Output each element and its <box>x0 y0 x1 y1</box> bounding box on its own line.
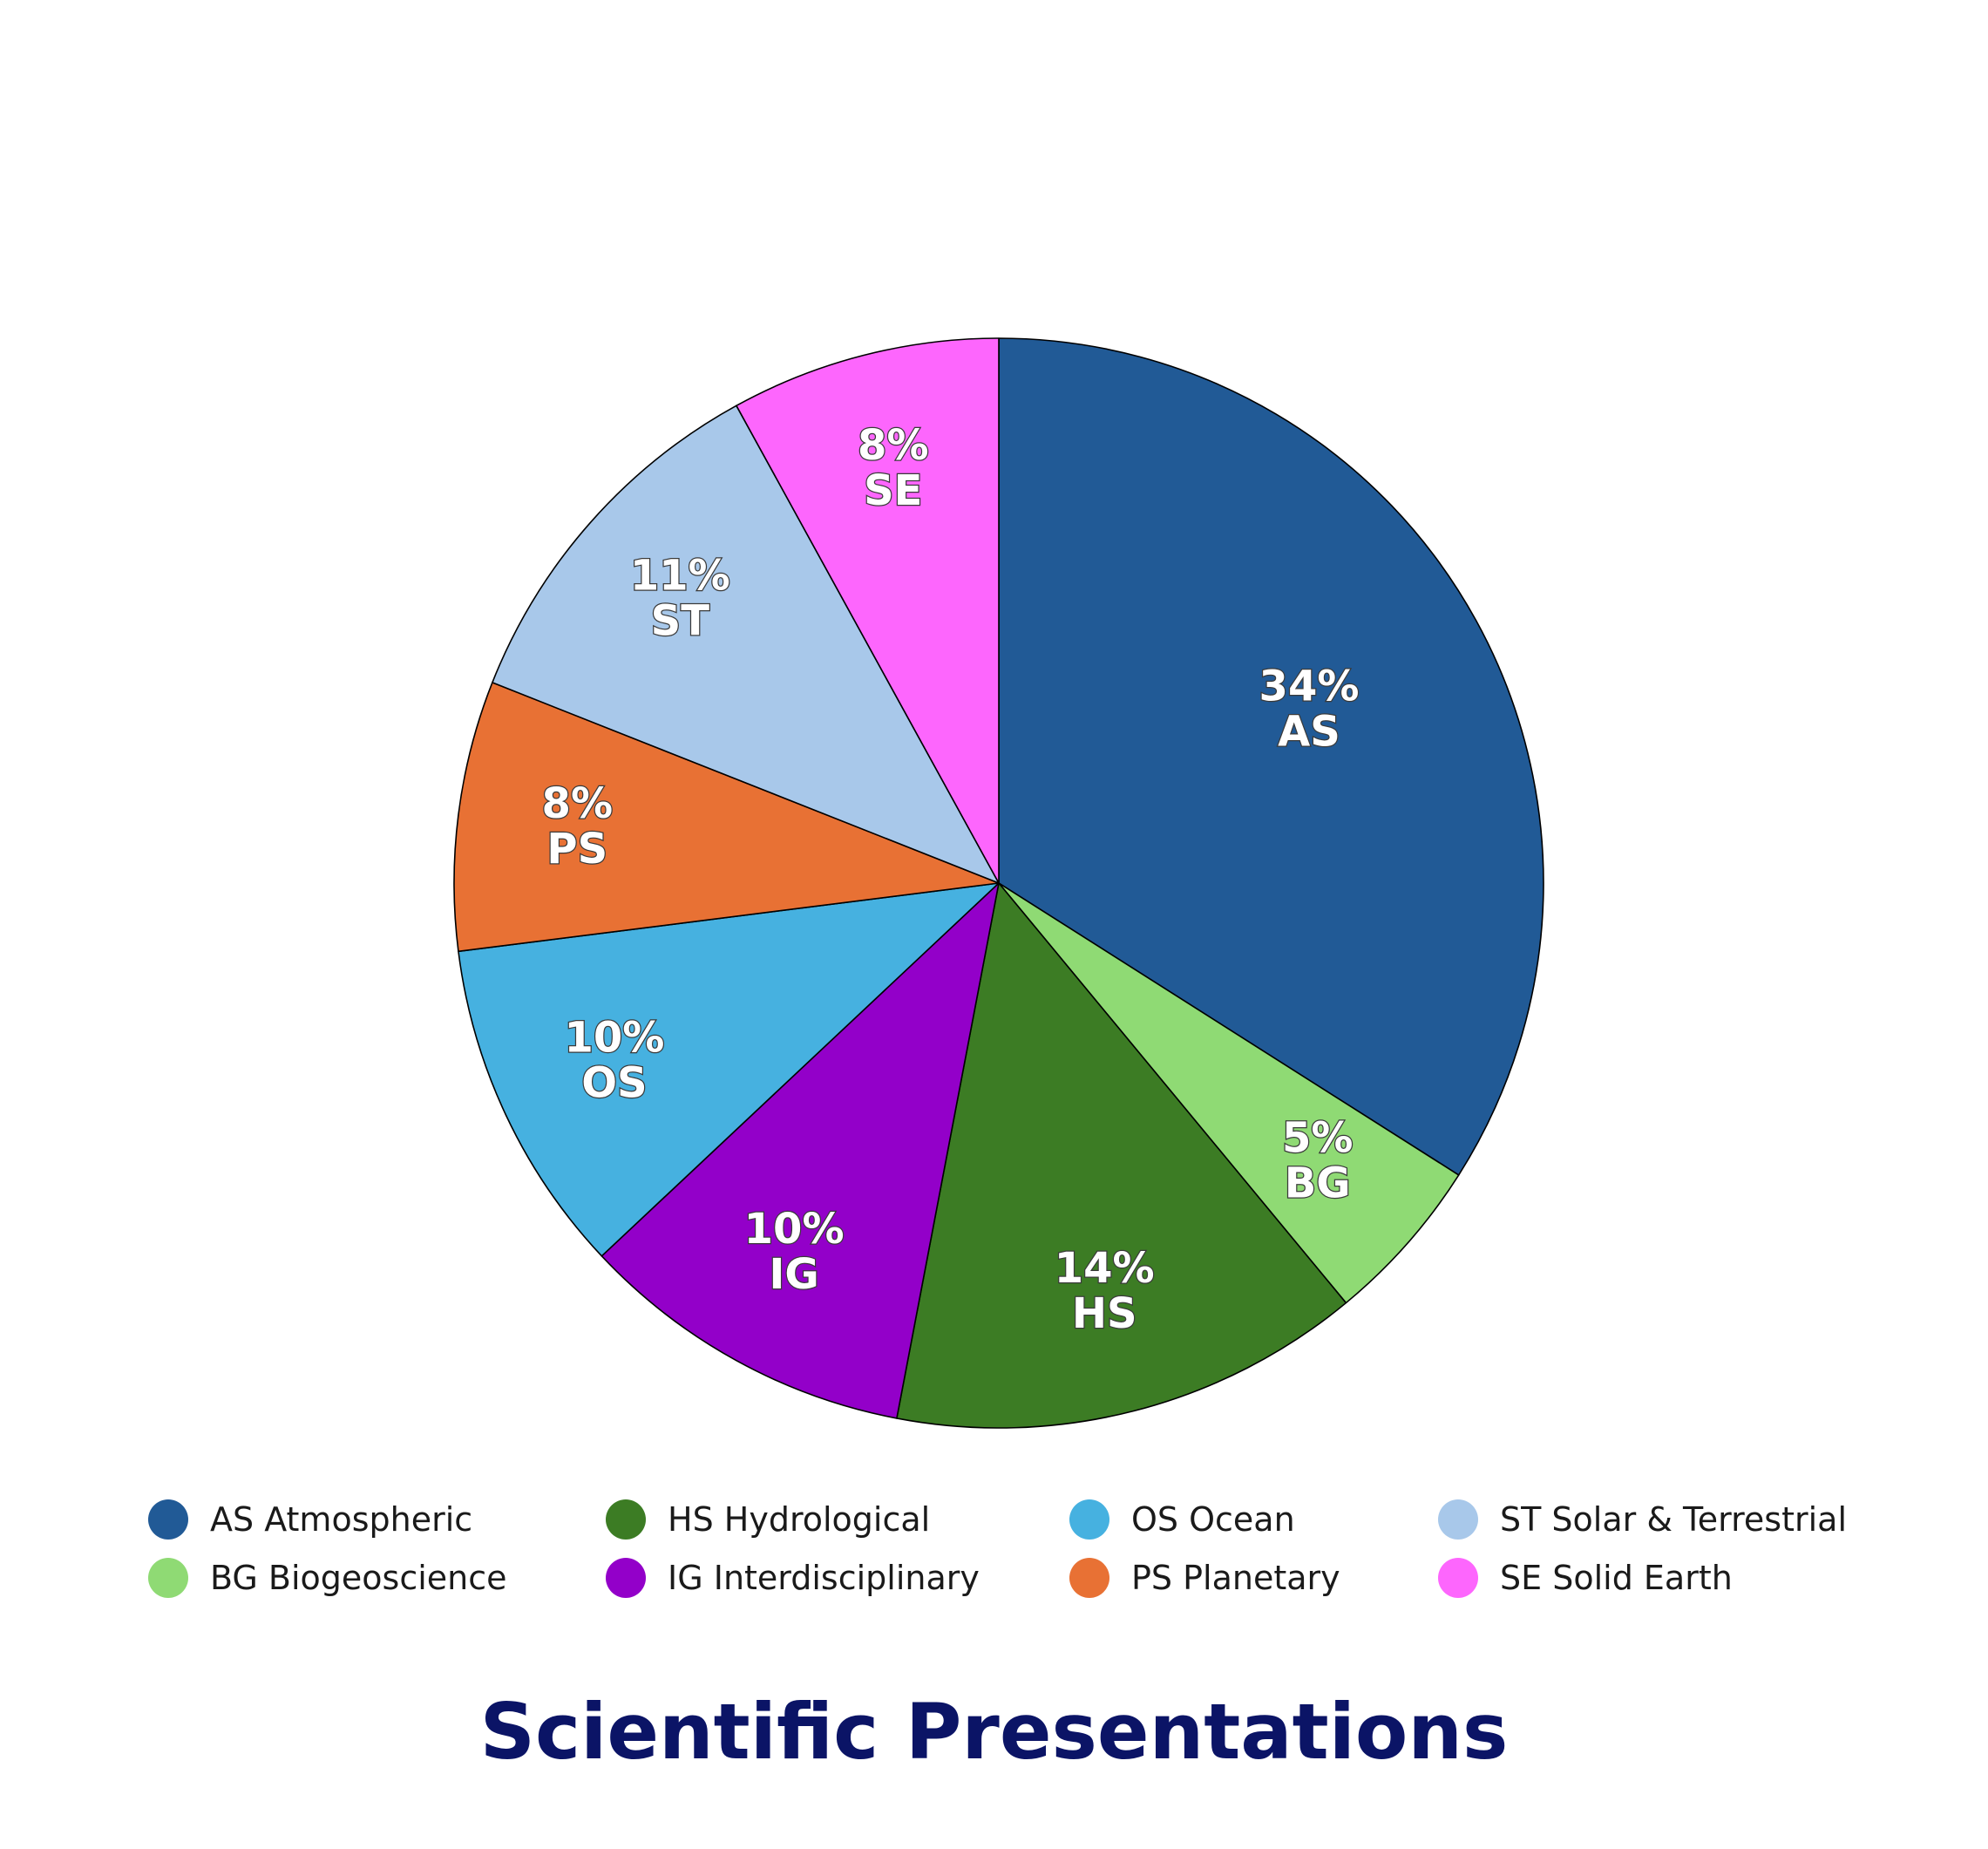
legend-item-st: ST Solar & Terrestrial <box>1438 1493 1847 1546</box>
pie-slice-code: ST <box>651 597 710 646</box>
legend-label: ST Solar & Terrestrial <box>1500 1500 1848 1539</box>
pie-slice-label-st: 11% ST <box>630 552 730 646</box>
pie-slice-label-bg: 5% BG <box>1282 1113 1354 1207</box>
legend-item-hs: HS Hydrological <box>606 1493 930 1546</box>
pie-slice-code: HS <box>1072 1289 1137 1338</box>
pie-slice-as <box>998 337 1544 1176</box>
pie-slice-percent: 11% <box>630 552 730 601</box>
pie-slice-percent: 10% <box>744 1205 845 1254</box>
legend-label: PS Planetary <box>1131 1559 1340 1597</box>
chart-legend: AS Atmospheric BG Biogeoscience HS Hydrolo… <box>148 1493 1891 1615</box>
legend-item-ps: PS Planetary <box>1069 1552 1340 1604</box>
legend-label: OS Ocean <box>1131 1500 1295 1539</box>
legend-swatch <box>606 1558 646 1598</box>
legend-label: BG Biogeoscience <box>210 1559 507 1597</box>
legend-swatch <box>148 1499 188 1540</box>
pie-slice-label-hs: 14% HS <box>1055 1244 1155 1338</box>
pie-slice-st <box>492 404 1000 884</box>
chart-title: Scientific Presentations <box>479 1687 1509 1777</box>
legend-item-os: OS Ocean <box>1069 1493 1295 1546</box>
legend-swatch <box>1438 1558 1478 1598</box>
legend-swatch <box>606 1499 646 1540</box>
legend-item-bg: BG Biogeoscience <box>148 1552 507 1604</box>
pie-slice-label-ig: 10% IG <box>744 1205 845 1299</box>
legend-item-se: SE Solid Earth <box>1438 1552 1733 1604</box>
pie-slice-percent: 34% <box>1259 662 1360 710</box>
pie-slice-bg <box>998 882 1460 1304</box>
pie-slice-code: SE <box>864 466 922 515</box>
pie-slice-code: BG <box>1285 1159 1351 1207</box>
pie-slice-percent: 5% <box>1282 1113 1354 1162</box>
pie-slice-ps <box>453 682 1000 953</box>
pie-slice-percent: 8% <box>542 779 614 828</box>
legend-swatch <box>1438 1499 1478 1540</box>
pie-slice-percent: 8% <box>858 421 929 470</box>
pie-slice-hs <box>896 882 1347 1429</box>
pie-slice-label-as: 34% AS <box>1259 662 1360 756</box>
pie-slice-se <box>736 337 1000 884</box>
pie-slices <box>453 337 1544 1429</box>
legend-label: SE Solid Earth <box>1500 1559 1733 1597</box>
pie-slice-label-os: 10% OS <box>564 1014 664 1108</box>
legend-label: IG Interdisciplinary <box>668 1559 980 1597</box>
legend-label: HS Hydrological <box>668 1500 931 1539</box>
pie-slice-os <box>458 882 1000 1257</box>
pie-slice-code: IG <box>769 1250 818 1299</box>
pie-slice-code: PS <box>546 825 607 874</box>
legend-label: AS Atmospheric <box>210 1500 473 1539</box>
legend-swatch <box>1069 1499 1109 1540</box>
pie-slice-code: AS <box>1278 707 1340 756</box>
pie-slice-label-ps: 8% PS <box>542 779 614 874</box>
pie-slice-percent: 10% <box>564 1014 664 1063</box>
legend-item-as: AS Atmospheric <box>148 1493 472 1546</box>
pie-slice-ig <box>600 882 1000 1419</box>
legend-swatch <box>148 1558 188 1598</box>
pie-slice-percent: 14% <box>1055 1244 1155 1293</box>
legend-item-ig: IG Interdisciplinary <box>606 1552 980 1604</box>
pie-slice-code: OS <box>581 1059 647 1108</box>
legend-swatch <box>1069 1558 1109 1598</box>
pie-slice-label-se: 8% SE <box>858 421 929 515</box>
